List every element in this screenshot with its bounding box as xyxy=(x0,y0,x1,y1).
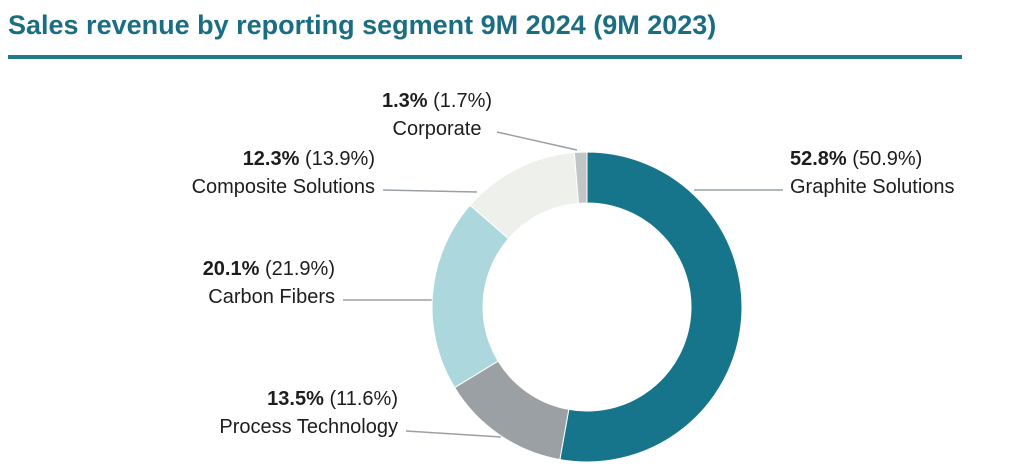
segment-label-graphite-solutions: 52.8% (50.9%) Graphite Solutions xyxy=(790,145,955,201)
segment-values: 13.5% (11.6%) xyxy=(219,385,398,413)
segment-label-composite-solutions: 12.3% (13.9%) Composite Solutions xyxy=(192,145,375,201)
donut-segment-graphite-solutions xyxy=(559,151,743,463)
leader-line xyxy=(496,131,578,151)
value-2024: 12.3% xyxy=(242,148,300,170)
value-2023: (21.9%) xyxy=(264,258,335,280)
segment-name: Composite Solutions xyxy=(191,176,375,198)
leader-line xyxy=(382,189,478,193)
value-2023: (13.9%) xyxy=(304,148,375,170)
segment-values: 12.3% (13.9%) xyxy=(192,145,375,173)
donut-segment-carbon-fibers xyxy=(431,204,510,389)
segment-label-carbon-fibers: 20.1% (21.9%) Carbon Fibers xyxy=(203,255,335,311)
donut-segments-group xyxy=(431,151,743,463)
title-underline-rule xyxy=(8,55,962,59)
segment-label-corporate: 1.3% (1.7%) Corporate xyxy=(352,87,522,143)
leader-line xyxy=(405,430,502,438)
value-2024: 1.3% xyxy=(381,90,428,112)
segment-values: 52.8% (50.9%) xyxy=(790,145,955,173)
donut-segment-corporate xyxy=(573,151,588,204)
segment-name: Corporate xyxy=(392,118,482,140)
value-2024: 20.1% xyxy=(202,258,260,280)
value-2024: 13.5% xyxy=(267,388,324,410)
value-2024: 52.8% xyxy=(790,148,847,170)
segment-name: Carbon Fibers xyxy=(208,286,335,308)
chart-title: Sales revenue by reporting segment 9M 20… xyxy=(8,10,717,40)
value-2023: (1.7%) xyxy=(433,90,493,112)
value-2023: (11.6%) xyxy=(329,388,398,410)
value-2023: (50.9%) xyxy=(852,148,923,170)
segment-name: Process Technology xyxy=(219,416,398,438)
segment-name: Graphite Solutions xyxy=(790,176,955,198)
segment-label-process-technology: 13.5% (11.6%) Process Technology xyxy=(219,385,398,441)
segment-values: 1.3% (1.7%) xyxy=(352,87,522,115)
segment-values: 20.1% (21.9%) xyxy=(203,255,335,283)
